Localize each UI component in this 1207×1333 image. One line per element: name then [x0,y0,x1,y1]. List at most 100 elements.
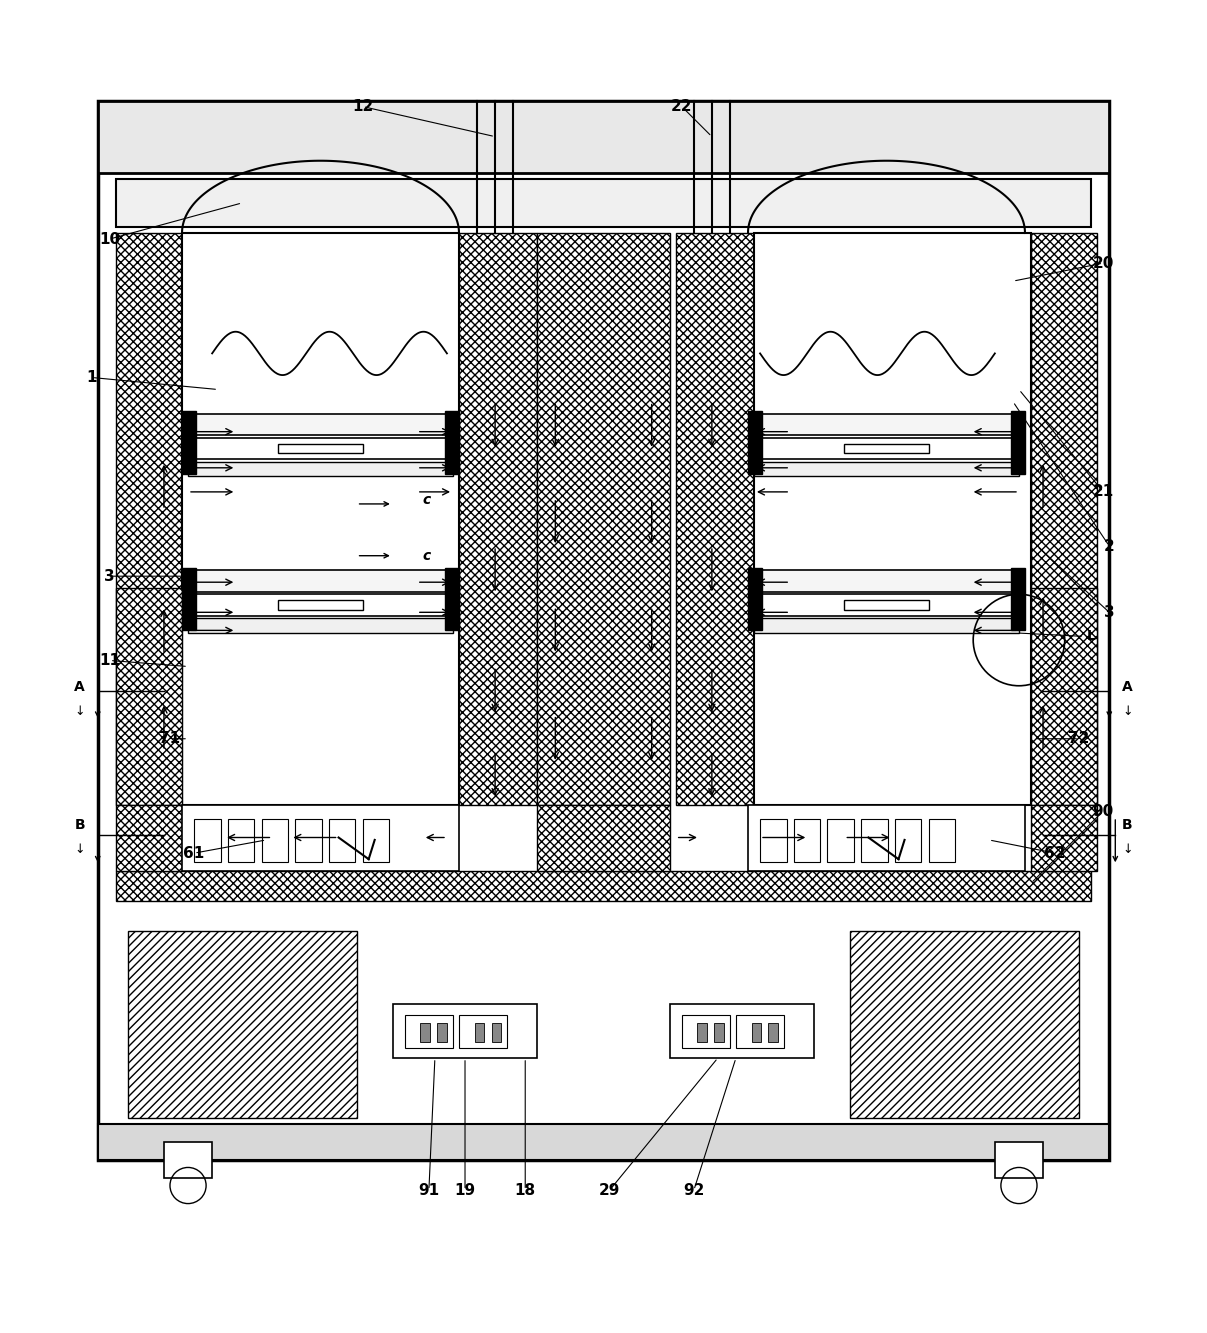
Text: 10: 10 [99,232,121,247]
Bar [474,1022,484,1042]
Bar [845,600,928,611]
Bar [537,805,670,872]
Bar [98,100,1109,173]
Text: 3: 3 [1104,605,1114,620]
Text: 3: 3 [105,569,115,584]
Text: 91: 91 [419,1182,439,1198]
Text: 62: 62 [1044,845,1066,861]
Bar [188,437,453,460]
Bar [420,1022,430,1042]
Text: 2: 2 [1104,539,1114,553]
Bar [296,820,322,861]
Text: 11: 11 [99,653,121,668]
Bar [362,820,389,861]
Text: A: A [75,680,84,694]
Bar [995,1142,1043,1178]
Bar [754,595,1019,616]
Bar [754,437,1019,460]
Text: 1: 1 [87,371,97,385]
Bar [752,1022,762,1042]
Bar [760,820,787,861]
Text: A: A [1123,680,1132,694]
Bar [182,568,197,631]
Text: 12: 12 [352,99,373,115]
Bar [491,1022,501,1042]
Text: 92: 92 [683,1182,705,1198]
Bar [845,444,928,453]
Text: B: B [75,818,84,832]
Bar [228,820,255,861]
Bar [851,932,1079,1118]
Text: 72: 72 [1068,732,1090,746]
Bar [188,413,453,436]
Bar [537,233,670,805]
Bar [116,233,182,805]
Bar [459,1014,507,1048]
Bar [1031,233,1097,805]
Bar [98,100,1109,1160]
Bar [164,1142,212,1178]
Bar [116,872,1091,901]
Bar [194,820,221,861]
Bar [188,461,453,476]
Bar [715,1022,724,1042]
Bar [754,619,1019,633]
Text: L: L [1086,629,1096,644]
Text: 61: 61 [183,845,205,861]
Text: ↓: ↓ [75,705,84,717]
Bar [444,411,459,473]
Bar [392,1004,537,1058]
Text: 22: 22 [671,99,693,115]
Bar [736,1014,785,1048]
Text: 20: 20 [1092,256,1114,271]
Bar [98,1124,1109,1160]
Bar [182,233,459,805]
Bar [459,233,537,805]
Bar [769,1022,779,1042]
Bar [698,1022,707,1042]
Text: c: c [422,549,431,563]
Bar [437,1022,447,1042]
Bar [748,568,763,631]
Bar [188,595,453,616]
Text: ↓: ↓ [1123,705,1132,717]
Bar [1010,411,1025,473]
Bar [330,820,355,861]
Bar [279,600,362,611]
Text: 18: 18 [514,1182,536,1198]
Bar [794,820,821,861]
Bar [1031,805,1097,872]
Text: 90: 90 [1092,804,1114,818]
Bar [188,571,453,592]
Bar [262,820,288,861]
Text: B: B [1123,818,1132,832]
Text: 29: 29 [599,1182,620,1198]
Bar [404,1014,453,1048]
Text: ↓: ↓ [1123,842,1132,856]
Bar [748,805,1025,872]
Bar [1010,568,1025,631]
Text: ↓: ↓ [75,842,84,856]
Bar [182,805,459,872]
Bar [444,568,459,631]
Text: c: c [422,493,431,508]
Bar [828,820,855,861]
Bar [754,571,1019,592]
Bar [754,413,1019,436]
Bar [676,233,754,805]
Bar [279,444,362,453]
Bar [748,411,763,473]
Bar [928,820,955,861]
Bar [894,820,921,861]
Text: 21: 21 [1092,484,1114,500]
Bar [188,619,453,633]
Bar [116,805,182,872]
Bar [182,411,197,473]
Bar [862,820,887,861]
Text: 19: 19 [455,1182,476,1198]
Bar [754,461,1019,476]
Bar [128,932,356,1118]
Bar [1031,588,1097,805]
Bar [116,179,1091,227]
Bar [682,1014,730,1048]
